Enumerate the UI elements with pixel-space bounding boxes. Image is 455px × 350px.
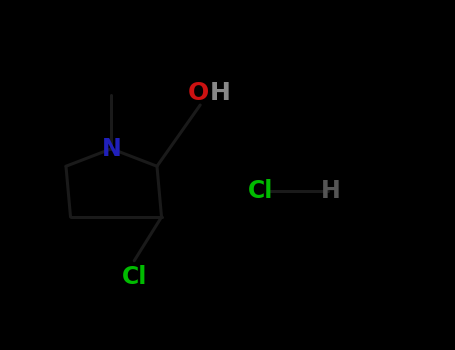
- Text: H: H: [210, 81, 231, 105]
- Text: H: H: [321, 179, 341, 203]
- Text: Cl: Cl: [121, 265, 147, 288]
- Text: O: O: [187, 81, 208, 105]
- Text: Cl: Cl: [248, 179, 273, 203]
- Text: N: N: [101, 137, 121, 161]
